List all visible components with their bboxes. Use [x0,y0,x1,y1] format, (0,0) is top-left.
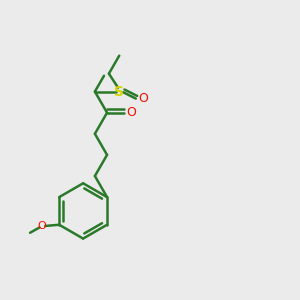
Text: S: S [114,85,124,99]
Text: O: O [127,106,136,119]
Text: O: O [38,221,46,231]
Text: O: O [138,92,148,105]
